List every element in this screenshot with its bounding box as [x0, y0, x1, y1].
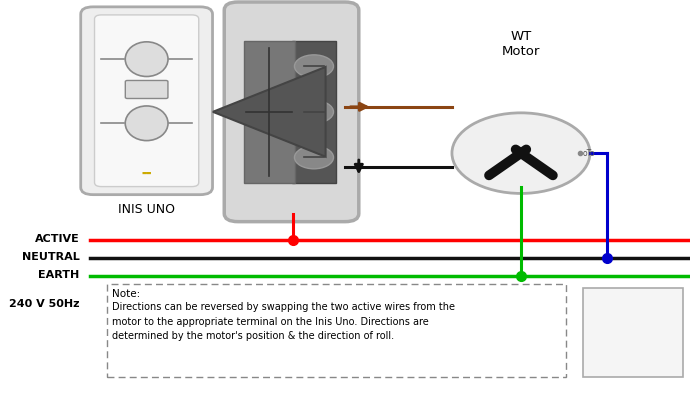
Text: ACTIVE: ACTIVE: [34, 234, 79, 243]
Text: NEUTRAL: NEUTRAL: [21, 252, 79, 262]
Text: Note:: Note:: [112, 289, 141, 299]
FancyBboxPatch shape: [81, 7, 213, 195]
Circle shape: [452, 113, 590, 193]
Circle shape: [295, 55, 333, 78]
FancyBboxPatch shape: [126, 81, 168, 98]
Text: Directions can be reversed by swapping the two active wires from the
motor to th: Directions can be reversed by swapping t…: [112, 302, 455, 341]
Bar: [244, 41, 295, 183]
Text: oTo: oTo: [583, 149, 595, 158]
Polygon shape: [213, 67, 326, 157]
Text: 240 V 50Hz: 240 V 50Hz: [9, 299, 79, 309]
Text: ▬▬: ▬▬: [141, 171, 152, 176]
FancyBboxPatch shape: [224, 2, 359, 222]
FancyBboxPatch shape: [583, 288, 683, 377]
Text: WT
Motor: WT Motor: [502, 31, 540, 58]
Ellipse shape: [126, 42, 168, 77]
Text: INIS UNO: INIS UNO: [118, 203, 175, 216]
Bar: [291, 41, 337, 183]
Circle shape: [295, 146, 333, 169]
Text: EARTH: EARTH: [38, 270, 79, 280]
Text: somfy: somfy: [600, 323, 667, 342]
FancyBboxPatch shape: [95, 15, 199, 187]
Ellipse shape: [126, 106, 168, 141]
Circle shape: [295, 100, 333, 123]
